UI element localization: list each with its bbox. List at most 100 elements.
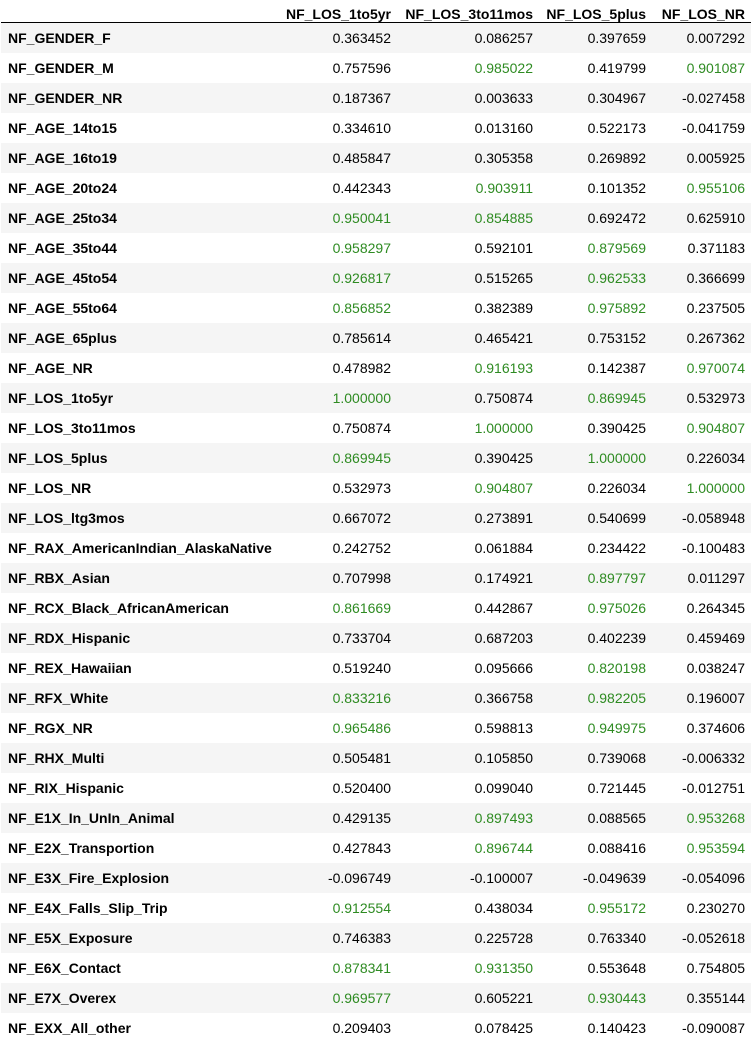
row-label: NF_RIX_Hispanic [8,779,124,796]
table-cell: 0.753152 [587,329,646,346]
table-row: NF_RGX_NR 0.965486 0.598813 0.949975 0.37460… [1,713,751,743]
table-cell: -0.041759 [681,119,745,136]
table-row: NF_E7X_Overex 0.969577 0.605221 0.930443 0.3… [1,982,751,1013]
table-cell: 0.099040 [474,779,533,796]
table-cell: 0.897797 [587,569,646,586]
table-cell: 0.237505 [686,299,745,316]
table-cell: -0.049639 [582,869,646,886]
table-body: NF_GENDER_F 0.363452 0.086257 0.397659 0.007… [1,22,751,1043]
table-cell: 0.515265 [474,269,533,286]
column-header: NF_LOS_NR [652,0,751,23]
row-label: NF_RCX_Black_AfricanAmerican [8,599,229,616]
table-cell: 0.465421 [474,329,533,346]
row-label: NF_AGE_45to54 [8,269,117,286]
table-cell: 0.305358 [474,149,533,166]
row-label: NF_LOS_ltg3mos [8,509,125,526]
table-cell: 0.532973 [686,389,745,406]
row-label: NF_E5X_Exposure [8,929,133,946]
table-cell: 0.366699 [686,269,745,286]
table-cell: 0.965486 [332,719,391,736]
table-cell: 0.953594 [686,839,745,856]
row-label: NF_RGX_NR [8,719,93,736]
row-label: NF_LOS_5plus [8,449,108,466]
table-row: NF_LOS_5plus 0.869945 0.390425 1.000000 0.22… [1,442,751,473]
table-cell: 0.785614 [332,329,391,346]
table-cell: 0.532973 [332,479,391,496]
column-header: NF_LOS_3to11mos [397,0,539,23]
table-cell: 0.427843 [332,839,391,856]
row-label: NF_AGE_35to44 [8,239,117,256]
table-row: NF_E2X_Transportion 0.427843 0.896744 0.088… [1,833,751,863]
row-label: NF_REX_Hawaiian [8,659,132,676]
row-label: NF_E3X_Fire_Explosion [8,869,170,886]
table-row: NF_RFX_White 0.833216 0.366758 0.982205 0.19… [1,682,751,713]
table-cell: 0.371183 [687,239,745,256]
table-cell: 0.334610 [332,119,391,136]
table-row: NF_AGE_55to64 0.856852 0.382389 0.975892 0.2… [1,293,751,323]
table-cell: 0.896744 [474,839,533,856]
table-row: NF_LOS_NR 0.532973 0.904807 0.226034 1.00000… [1,473,751,503]
table-cell: 0.005925 [686,149,745,166]
table-cell: 0.869945 [587,389,646,406]
table-row: NF_GENDER_NR 0.187367 0.003633 0.304967 -0.0… [1,82,751,113]
table-cell: 0.931350 [474,959,533,976]
table-row: NF_E6X_Contact 0.878341 0.931350 0.553648 0.… [1,953,751,983]
table-row: NF_AGE_14to15 0.334610 0.013160 0.522173 -0.… [1,113,751,143]
table-cell: 0.969577 [332,989,391,1006]
table-cell: 0.878341 [332,959,391,976]
table-cell: 0.397659 [587,29,646,46]
table-cell: 0.088416 [587,839,646,856]
row-label: NF_E2X_Transportion [8,839,155,856]
table-cell: 0.101352 [587,179,646,196]
table-cell: 0.140423 [587,1019,646,1036]
table-cell: 0.226034 [587,479,646,496]
column-header: NF_LOS_1to5yr [279,0,397,23]
row-label: NF_RHX_Multi [8,749,105,766]
table-row: NF_RHX_Multi 0.505481 0.105850 0.739068 -0.0… [1,742,751,773]
table-cell: -0.006332 [681,749,745,766]
index-header [1,0,279,23]
table-cell: 0.962533 [587,269,646,286]
column-header: NF_LOS_5plus [539,0,652,23]
table-cell: 0.926817 [332,269,391,286]
table-row: NF_AGE_35to44 0.958297 0.592101 0.879569 0.3… [1,233,751,263]
table-cell: 0.061884 [474,539,533,556]
table-cell: 0.225728 [474,929,533,946]
table-cell: 0.930443 [587,989,646,1006]
table-cell: 0.088565 [587,809,646,826]
table-cell: 0.861669 [332,599,391,616]
table-cell: -0.012751 [681,779,745,796]
table-cell: 0.869945 [332,449,391,466]
table-cell: 1.000000 [686,479,745,496]
table-cell: 0.520400 [332,779,391,796]
table-cell: 0.382389 [474,299,533,316]
table-row: NF_RDX_Hispanic 0.733704 0.687203 0.402239 0… [1,622,751,653]
table-cell: 0.958297 [332,239,391,256]
table-cell: -0.027458 [681,89,745,106]
table-cell: 0.975026 [587,599,646,616]
table-cell: -0.054096 [681,869,745,886]
row-label: NF_RFX_White [8,689,109,706]
table-row: NF_LOS_1to5yr 1.000000 0.750874 0.869945 0.5… [1,382,751,413]
table-cell: 0.038247 [686,659,745,676]
header-row: NF_LOS_1to5yr NF_LOS_3to11mos NF_LOS_5plus… [1,0,751,23]
table-cell: 0.363452 [332,29,391,46]
table-row: NF_EXX_All_other 0.209403 0.078425 0.140423… [1,1013,751,1043]
row-label: NF_RDX_Hispanic [8,629,131,646]
table-cell: 0.901087 [686,59,745,76]
table-cell: 0.419799 [587,59,646,76]
table-cell: 0.264345 [686,599,745,616]
table-cell: 0.667072 [332,509,391,526]
table-cell: 0.003633 [474,89,533,106]
table-cell: -0.100007 [469,869,533,886]
table-cell: 0.955106 [686,179,745,196]
table-cell: 0.540699 [587,509,646,526]
table-cell: 0.267362 [686,329,745,346]
table-cell: 0.234422 [587,539,646,556]
row-label: NF_LOS_3to11mos [8,419,136,436]
table-cell: 0.485847 [332,149,391,166]
table-cell: 0.904807 [474,479,533,496]
row-label: NF_AGE_65plus [8,329,117,346]
table-cell: 0.078425 [474,1019,533,1036]
table-cell: 0.402239 [587,629,646,646]
